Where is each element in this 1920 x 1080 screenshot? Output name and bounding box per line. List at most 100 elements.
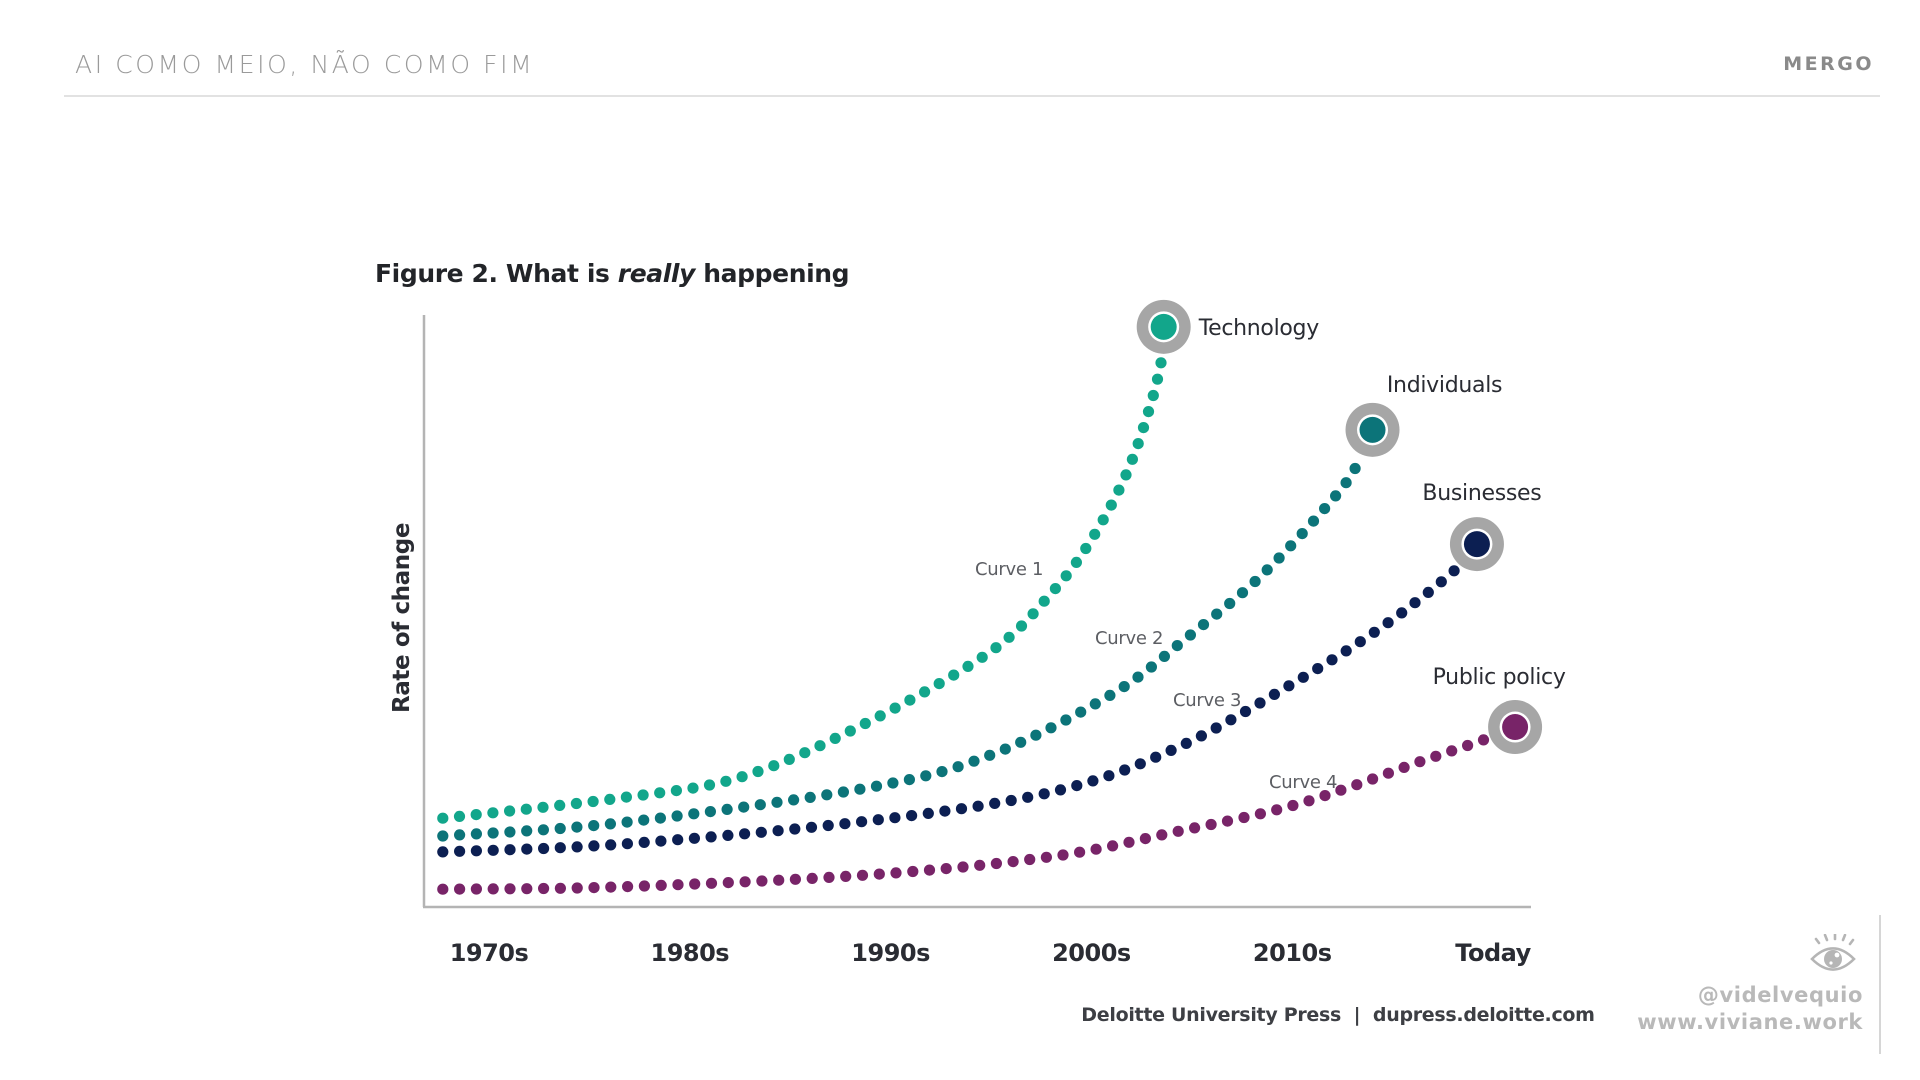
data-dot bbox=[487, 883, 499, 895]
data-dot bbox=[739, 828, 751, 840]
data-dot bbox=[1150, 751, 1162, 763]
curve-label: Curve 2 bbox=[1095, 628, 1163, 649]
data-dot bbox=[1414, 756, 1426, 768]
data-dot bbox=[1236, 587, 1249, 599]
data-dot bbox=[454, 829, 466, 841]
data-dot bbox=[889, 812, 901, 824]
data-dot bbox=[1448, 565, 1460, 577]
data-dot bbox=[1038, 595, 1050, 607]
data-dot bbox=[721, 803, 733, 816]
data-dot bbox=[504, 805, 516, 817]
data-dot bbox=[1303, 795, 1315, 807]
data-dot bbox=[437, 883, 449, 895]
data-dot bbox=[919, 686, 931, 698]
data-dot bbox=[1060, 714, 1072, 726]
series-label: Public policy bbox=[1433, 665, 1566, 690]
data-dot bbox=[571, 882, 583, 894]
data-dot bbox=[1040, 851, 1052, 863]
x-tick-label: 1990s bbox=[851, 939, 930, 967]
data-dot bbox=[989, 797, 1001, 810]
data-dot bbox=[1137, 422, 1150, 434]
data-dot bbox=[437, 812, 449, 824]
data-dot bbox=[1273, 552, 1285, 564]
data-dot bbox=[1435, 576, 1447, 588]
data-dot bbox=[521, 825, 533, 837]
data-dot bbox=[571, 841, 583, 853]
data-dot bbox=[1210, 722, 1222, 734]
data-dot bbox=[854, 783, 866, 795]
data-dot bbox=[638, 836, 650, 849]
axes bbox=[422, 315, 1531, 909]
data-dot bbox=[829, 732, 841, 745]
watermark-handle: @videlvequio bbox=[1697, 983, 1863, 1007]
data-dot bbox=[1132, 438, 1144, 450]
data-dot bbox=[1089, 528, 1101, 540]
data-dot bbox=[538, 882, 550, 895]
data-dot bbox=[839, 818, 851, 830]
data-dot bbox=[1007, 856, 1019, 868]
series-labels: Technology Curve 1 Individuals Curve 2 Busin… bbox=[975, 316, 1566, 793]
x-tick-label: 2000s bbox=[1052, 939, 1131, 967]
data-dot bbox=[688, 832, 701, 844]
data-dot bbox=[939, 805, 951, 817]
data-dot bbox=[952, 761, 964, 773]
data-dot bbox=[705, 831, 717, 843]
data-dot bbox=[1254, 697, 1266, 709]
data-dot bbox=[1287, 799, 1299, 812]
data-dot bbox=[814, 740, 826, 752]
data-dot bbox=[1030, 729, 1042, 741]
data-dot bbox=[1074, 846, 1086, 858]
data-dot bbox=[655, 835, 667, 847]
data-dot bbox=[1147, 389, 1159, 402]
source-credit: Deloitte University Press | dupress.delo… bbox=[0, 1004, 1920, 1026]
data-dot bbox=[504, 844, 516, 856]
data-dot bbox=[487, 827, 499, 839]
data-dot bbox=[976, 651, 988, 663]
watermark-divider bbox=[1879, 915, 1881, 1054]
data-dot bbox=[622, 881, 634, 893]
series-technology bbox=[437, 357, 1167, 824]
data-dot bbox=[554, 822, 566, 835]
data-dot bbox=[1312, 663, 1324, 675]
data-dot bbox=[1060, 570, 1072, 582]
data-dot bbox=[1107, 840, 1119, 852]
data-dot bbox=[537, 801, 549, 813]
data-dot bbox=[870, 780, 883, 792]
data-dot bbox=[903, 774, 916, 786]
endpoint-marker bbox=[1449, 517, 1504, 572]
data-dot bbox=[940, 863, 952, 875]
data-dot bbox=[1326, 654, 1338, 666]
data-dot bbox=[948, 669, 960, 681]
data-dot bbox=[755, 826, 767, 838]
data-dot bbox=[1367, 773, 1379, 785]
data-dot bbox=[671, 810, 683, 822]
eye-icon bbox=[1810, 934, 1856, 971]
data-dot bbox=[990, 642, 1002, 654]
data-dot bbox=[856, 869, 869, 881]
data-dot bbox=[1340, 645, 1352, 657]
endpoint-marker bbox=[1345, 402, 1400, 457]
data-dot bbox=[1089, 698, 1101, 710]
series-label: Individuals bbox=[1387, 373, 1502, 398]
endpoint-markers bbox=[1136, 299, 1543, 755]
data-dot bbox=[859, 717, 871, 730]
data-dot bbox=[1045, 722, 1057, 734]
data-dot bbox=[806, 872, 818, 885]
data-dot bbox=[620, 791, 633, 803]
data-dot bbox=[874, 710, 886, 722]
data-dot bbox=[1103, 770, 1115, 782]
data-dot bbox=[1205, 818, 1217, 831]
data-dot bbox=[1057, 849, 1069, 861]
data-dot bbox=[872, 814, 884, 826]
data-dot bbox=[521, 883, 533, 895]
data-dot bbox=[604, 793, 616, 806]
data-dot bbox=[1430, 750, 1442, 762]
data-dot bbox=[554, 882, 567, 894]
data-dot bbox=[738, 801, 750, 813]
data-dot bbox=[1156, 829, 1168, 841]
data-dot bbox=[1158, 650, 1170, 663]
data-dot bbox=[1239, 705, 1252, 718]
data-dot bbox=[1351, 779, 1363, 791]
x-tick-labels: 1970s 1980s 1990s 2000s 2010s Today bbox=[450, 939, 1532, 967]
series-businesses bbox=[437, 565, 1460, 858]
